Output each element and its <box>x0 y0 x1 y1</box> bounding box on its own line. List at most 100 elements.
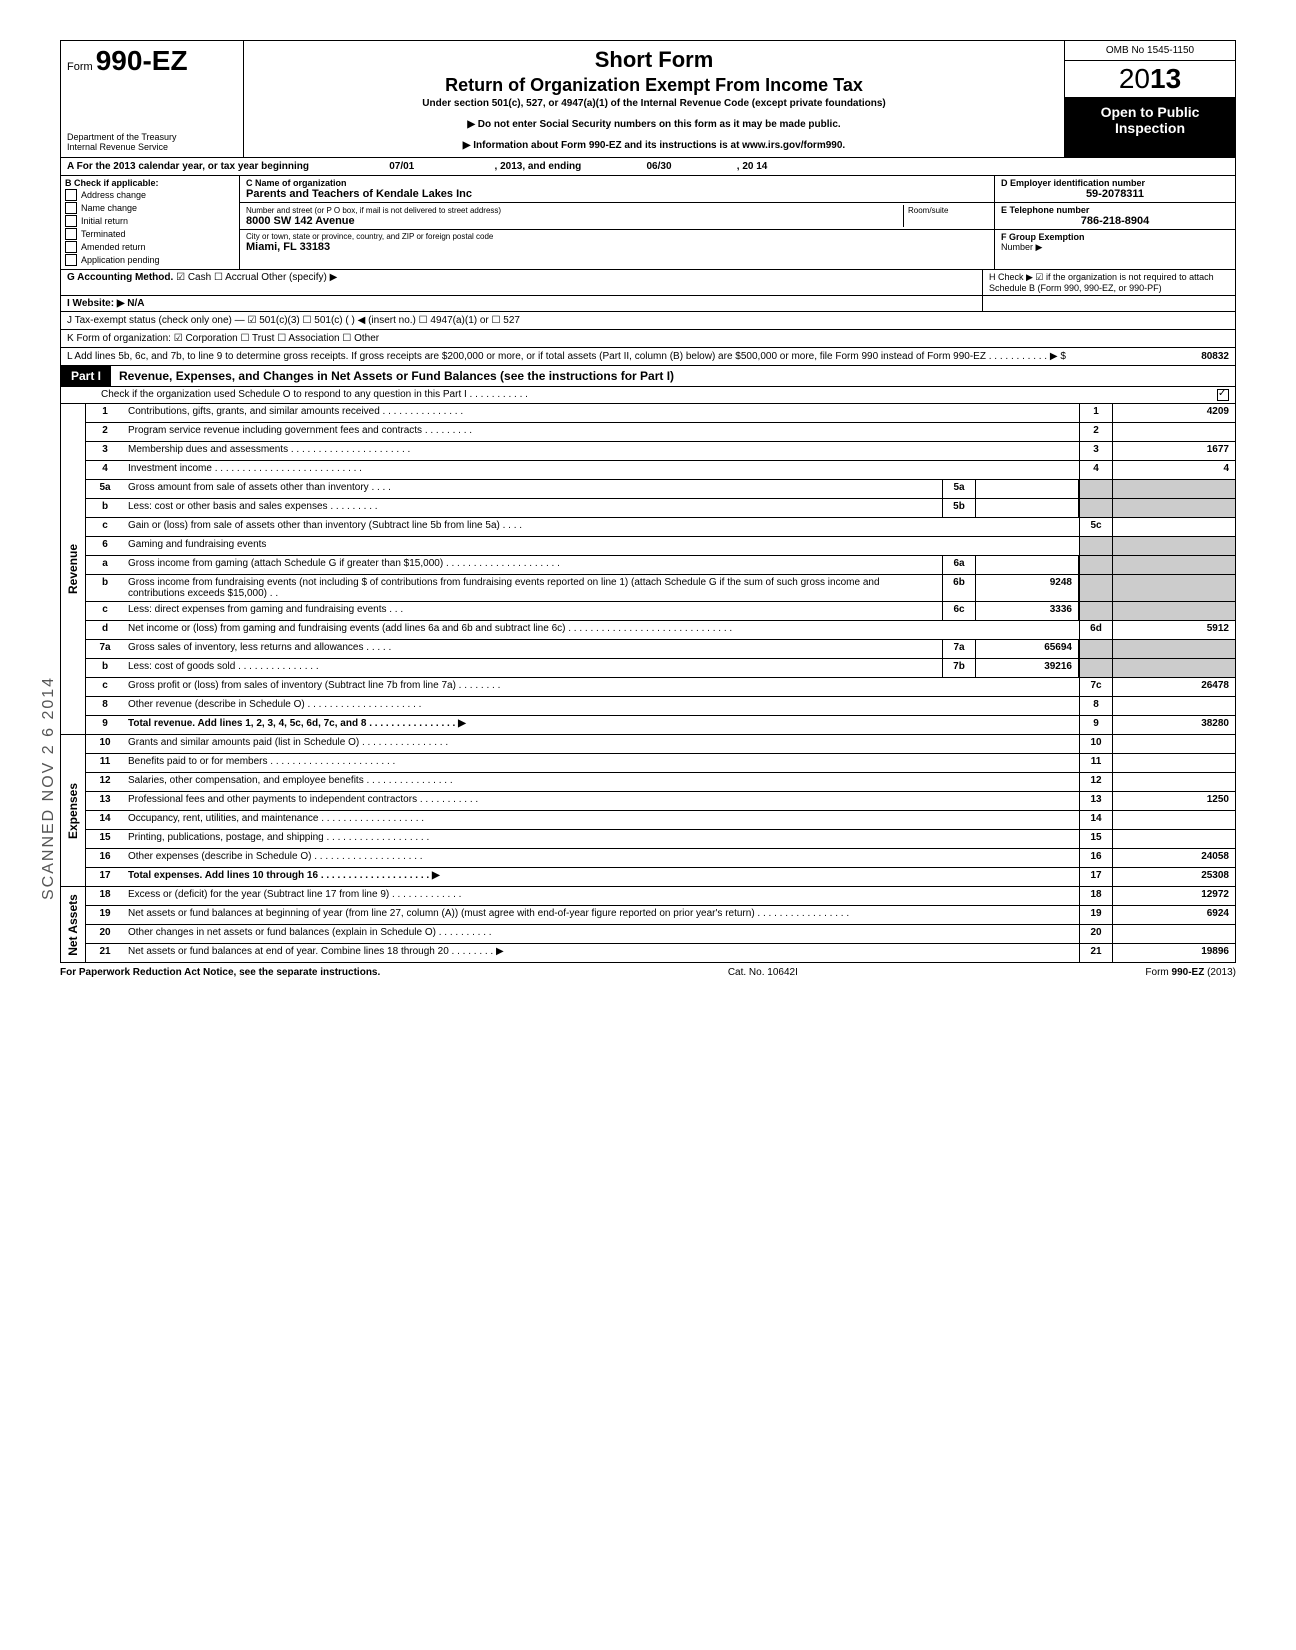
row-j: J Tax-exempt status (check only one) — ☑… <box>61 312 1235 330</box>
form-line: 12Salaries, other compensation, and empl… <box>86 773 1235 792</box>
form-line: 8Other revenue (describe in Schedule O) … <box>86 697 1235 716</box>
form-line: bGross income from fundraising events (n… <box>86 575 1235 602</box>
footer-right: Form 990-EZ (2013) <box>1145 967 1236 978</box>
form-line: 18Excess or (deficit) for the year (Subt… <box>86 887 1235 906</box>
form-line: 10Grants and similar amounts paid (list … <box>86 735 1235 754</box>
row-l-text: L Add lines 5b, 6c, and 7b, to line 9 to… <box>67 351 1123 362</box>
form-prefix: Form <box>67 61 93 73</box>
form-line: 20Other changes in net assets or fund ba… <box>86 925 1235 944</box>
row-h-text: H Check ▶ ☑ if the organization is not r… <box>982 270 1235 295</box>
row-l: L Add lines 5b, 6c, and 7b, to line 9 to… <box>61 348 1235 366</box>
box-b-item[interactable]: Amended return <box>65 241 235 253</box>
header-left: Form 990-EZ Department of the Treasury I… <box>61 41 244 157</box>
row-a-mid: , 2013, and ending <box>495 161 582 172</box>
department: Department of the Treasury Internal Reve… <box>67 133 237 153</box>
row-a-tax-year: A For the 2013 calendar year, or tax yea… <box>61 158 1235 176</box>
form-line: 19Net assets or fund balances at beginni… <box>86 906 1235 925</box>
part1-title: Revenue, Expenses, and Changes in Net As… <box>111 366 1235 386</box>
box-c: C Name of organization Parents and Teach… <box>240 176 994 269</box>
open-line2: Inspection <box>1069 120 1231 136</box>
open-line1: Open to Public <box>1069 104 1231 120</box>
tax-year: 20201313 <box>1065 61 1235 98</box>
header-middle: Short Form Return of Organization Exempt… <box>244 41 1065 157</box>
city-value: Miami, FL 33183 <box>246 241 988 253</box>
form-line: 1Contributions, gifts, grants, and simil… <box>86 404 1235 423</box>
accounting-label: G Accounting Method. <box>67 272 173 283</box>
form-line: 5aGross amount from sale of assets other… <box>86 480 1235 499</box>
form-line: 9Total revenue. Add lines 1, 2, 3, 4, 5c… <box>86 716 1235 734</box>
phone-label: E Telephone number <box>1001 205 1089 215</box>
city-label: City or town, state or province, country… <box>246 232 988 241</box>
form-line: bLess: cost or other basis and sales exp… <box>86 499 1235 518</box>
part1-check: Check if the organization used Schedule … <box>61 387 1235 404</box>
expenses-side-label: Expenses <box>61 735 86 886</box>
form-line: 13Professional fees and other payments t… <box>86 792 1235 811</box>
form-line: 14Occupancy, rent, utilities, and mainte… <box>86 811 1235 830</box>
form-line: bLess: cost of goods sold . . . . . . . … <box>86 659 1235 678</box>
form-line: 6Gaming and fundraising events <box>86 537 1235 556</box>
form-line: 16Other expenses (describe in Schedule O… <box>86 849 1235 868</box>
accounting-opts: ☑ Cash ☐ Accrual Other (specify) ▶ <box>176 272 337 283</box>
box-def: D Employer identification number 59-2078… <box>994 176 1235 269</box>
form-line: cLess: direct expenses from gaming and f… <box>86 602 1235 621</box>
netassets-side-label: Net Assets <box>61 887 86 962</box>
room-label: Room/suite <box>908 206 948 215</box>
box-b-item[interactable]: Address change <box>65 189 235 201</box>
form-line: 3Membership dues and assessments . . . .… <box>86 442 1235 461</box>
year-end-month: 06/30 <box>584 161 734 172</box>
note-ssn: ▶ Do not enter Social Security numbers o… <box>252 119 1056 130</box>
street-value: 8000 SW 142 Avenue <box>246 215 355 227</box>
form-line: 17Total expenses. Add lines 10 through 1… <box>86 868 1235 886</box>
form-line: cGain or (loss) from sale of assets othe… <box>86 518 1235 537</box>
form-header: Form 990-EZ Department of the Treasury I… <box>61 41 1235 158</box>
title-return: Return of Organization Exempt From Incom… <box>252 75 1056 96</box>
form-line: 4Investment income . . . . . . . . . . .… <box>86 461 1235 480</box>
row-a-prefix: A For the 2013 calendar year, or tax yea… <box>67 161 309 172</box>
phone-value: 786-218-8904 <box>1001 215 1229 227</box>
omb-number: OMB No 1545-1150 <box>1065 41 1235 61</box>
row-l-value: 80832 <box>1123 351 1229 362</box>
part1-check-text: Check if the organization used Schedule … <box>101 389 528 401</box>
expenses-section: Expenses 10Grants and similar amounts pa… <box>61 735 1235 887</box>
revenue-side-label: Revenue <box>61 404 86 734</box>
footer-left: For Paperwork Reduction Act Notice, see … <box>60 967 380 978</box>
website-label: I Website: ▶ <box>67 298 125 309</box>
website-value: N/A <box>127 298 144 309</box>
row-i: I Website: ▶ N/A <box>61 296 1235 312</box>
page-footer: For Paperwork Reduction Act Notice, see … <box>60 963 1236 982</box>
group-exempt-label: F Group Exemption <box>1001 232 1085 242</box>
note-info: ▶ Information about Form 990-EZ and its … <box>252 140 1056 151</box>
box-b: B Check if applicable: Address changeNam… <box>61 176 240 269</box>
box-b-header: B Check if applicable: <box>65 178 235 188</box>
ein-value: 59-2078311 <box>1001 188 1229 200</box>
ein-label: D Employer identification number <box>1001 178 1145 188</box>
box-b-item[interactable]: Terminated <box>65 228 235 240</box>
org-name-label: C Name of organization <box>246 178 988 188</box>
footer-mid: Cat. No. 10642I <box>728 967 798 978</box>
form-number: Form 990-EZ <box>67 45 237 77</box>
dept-line2: Internal Revenue Service <box>67 143 237 153</box>
part1-checkbox[interactable] <box>1217 389 1229 401</box>
open-to-public: Open to Public Inspection <box>1065 98 1235 157</box>
revenue-section: Revenue 1Contributions, gifts, grants, a… <box>61 404 1235 735</box>
title-short-form: Short Form <box>252 47 1056 73</box>
form-number-text: 990-EZ <box>96 45 188 76</box>
row-k: K Form of organization: ☑ Corporation ☐ … <box>61 330 1235 348</box>
group-exempt-label2: Number ▶ <box>1001 242 1042 252</box>
box-b-item[interactable]: Application pending <box>65 254 235 266</box>
netassets-section: Net Assets 18Excess or (deficit) for the… <box>61 887 1235 962</box>
subtitle: Under section 501(c), 527, or 4947(a)(1)… <box>252 98 1056 109</box>
scanned-stamp: SCANNED NOV 2 6 2014 <box>40 676 58 900</box>
street-label: Number and street (or P O box, if mail i… <box>246 206 501 215</box>
form-line: 2Program service revenue including gover… <box>86 423 1235 442</box>
box-b-item[interactable]: Name change <box>65 202 235 214</box>
form-990ez: Form 990-EZ Department of the Treasury I… <box>60 40 1236 963</box>
box-b-item[interactable]: Initial return <box>65 215 235 227</box>
part1-tag: Part I <box>61 366 111 386</box>
year-end-year: , 20 14 <box>737 161 768 172</box>
part1-header: Part I Revenue, Expenses, and Changes in… <box>61 366 1235 387</box>
section-bcdef: B Check if applicable: Address changeNam… <box>61 176 1235 270</box>
form-line: cGross profit or (loss) from sales of in… <box>86 678 1235 697</box>
form-line: aGross income from gaming (attach Schedu… <box>86 556 1235 575</box>
form-line: 7aGross sales of inventory, less returns… <box>86 640 1235 659</box>
